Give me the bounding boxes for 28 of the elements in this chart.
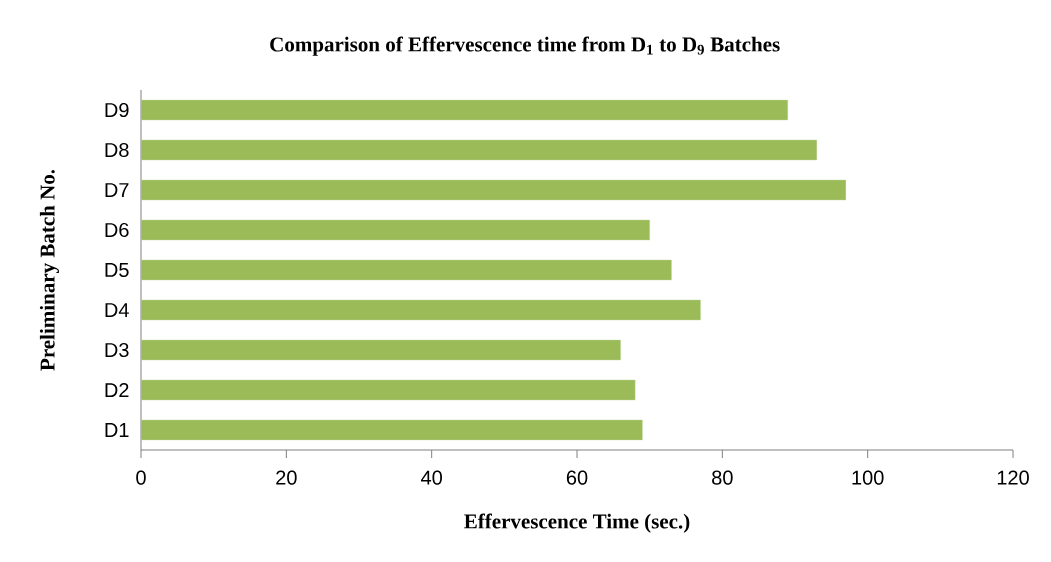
- bar: [141, 139, 818, 161]
- y-tick-label: D5: [105, 263, 129, 277]
- y-tick-label: D8: [105, 142, 129, 158]
- bar: [141, 419, 643, 441]
- x-tick-label: 60: [566, 470, 588, 485]
- bar: [141, 299, 701, 321]
- y-axis-title: Preliminary Batch No.: [39, 169, 59, 371]
- x-tick-label: 0: [136, 470, 146, 485]
- x-tick-label: 100: [852, 470, 884, 485]
- y-tick-label: D1: [105, 423, 129, 437]
- y-tick-label: D3: [105, 342, 129, 358]
- bar: [141, 339, 621, 361]
- bar: [141, 259, 672, 281]
- bar: [141, 379, 636, 401]
- bar: [141, 219, 650, 241]
- chart-title: Comparison of Effervescence time from D$_{1}$ to D$_{9}$ Batches: [270, 36, 780, 56]
- bar: [141, 179, 847, 201]
- y-tick-label: D9: [105, 102, 129, 118]
- y-tick-label: D6: [105, 222, 129, 238]
- x-tick-label: 80: [712, 470, 733, 485]
- y-tick-label: D2: [105, 383, 129, 397]
- bar: [141, 99, 788, 121]
- y-tick-label: D4: [105, 303, 129, 317]
- x-axis-title: Effervescence Time (sec.): [464, 513, 690, 533]
- x-tick-label: 120: [997, 470, 1029, 485]
- x-tick-label: 20: [276, 470, 297, 485]
- x-tick-label: 40: [421, 470, 442, 485]
- y-tick-label: D7: [105, 183, 129, 197]
